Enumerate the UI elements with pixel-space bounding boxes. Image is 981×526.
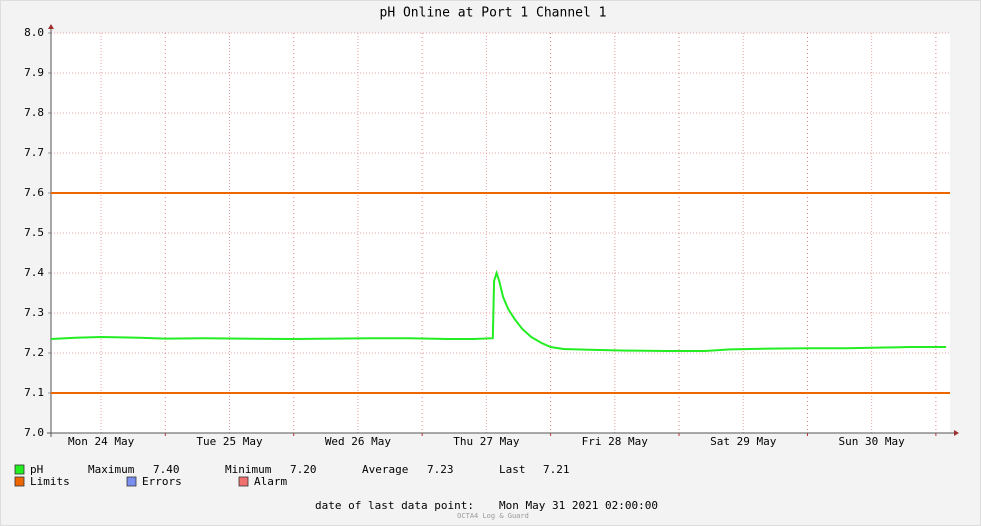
legend-swatch [14, 464, 25, 475]
stat-label: Average [362, 463, 408, 476]
watermark: OCTA4 Log & Guard [457, 512, 529, 520]
legend-label: Errors [142, 475, 182, 488]
plot-area [51, 33, 950, 433]
stat-value: 7.23 [427, 463, 454, 476]
legend-swatch [238, 476, 249, 487]
y-tick-label: 7.6 [24, 186, 44, 199]
x-tick-label: Thu 27 May [453, 435, 520, 448]
y-tick-label: 7.9 [24, 66, 44, 79]
legend-label: Alarm [254, 475, 287, 488]
x-tick-label: Tue 25 May [196, 435, 263, 448]
x-axis-arrow [954, 430, 959, 436]
y-tick-label: 7.3 [24, 306, 44, 319]
stat-label: Minimum [225, 463, 272, 476]
y-tick-label: 8.0 [24, 26, 44, 39]
stat-label: Maximum [88, 463, 135, 476]
y-axis-arrow [48, 24, 54, 29]
x-tick-label: Fri 28 May [582, 435, 649, 448]
x-tick-label: Sun 30 May [839, 435, 906, 448]
legend-label: pH [30, 463, 43, 476]
stat-value: 7.40 [153, 463, 180, 476]
y-tick-label: 7.1 [24, 386, 44, 399]
y-tick-label: 7.4 [24, 266, 44, 279]
legend-label: Limits [30, 475, 70, 488]
x-tick-label: Sat 29 May [710, 435, 777, 448]
y-tick-label: 7.8 [24, 106, 44, 119]
stat-value: 7.21 [543, 463, 570, 476]
y-tick-label: 7.0 [24, 426, 44, 439]
y-tick-label: 7.5 [24, 226, 44, 239]
stat-label: Last [499, 463, 526, 476]
footer-label: date of last data point: [315, 499, 474, 512]
legend-swatch [126, 476, 137, 487]
x-tick-label: Wed 26 May [325, 435, 392, 448]
y-tick-label: 7.2 [24, 346, 44, 359]
legend-swatch [14, 476, 25, 487]
footer-value: Mon May 31 2021 02:00:00 [499, 499, 658, 512]
stat-value: 7.20 [290, 463, 317, 476]
y-tick-label: 7.7 [24, 146, 44, 159]
data-line [50, 269, 947, 352]
x-tick-label: Mon 24 May [68, 435, 135, 448]
chart-title: pH Online at Port 1 Channel 1 [380, 6, 607, 21]
